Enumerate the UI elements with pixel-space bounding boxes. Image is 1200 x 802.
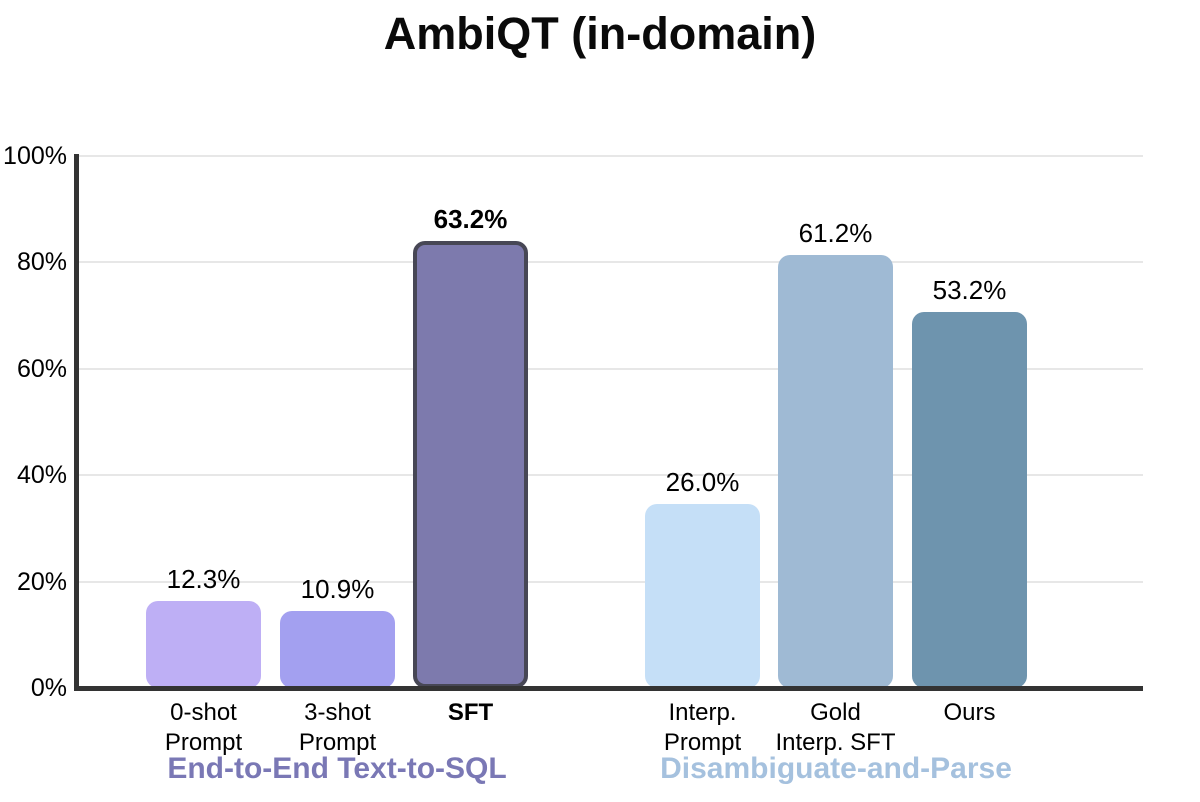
y-tick-label-0: 0% <box>30 674 67 702</box>
bar-group-item-sft: 63.2% <box>413 156 528 688</box>
y-tick-label-40: 40% <box>16 461 67 490</box>
value-label: 26.0% <box>665 467 740 497</box>
group-label-end-to-end-text-to-sql: End-to-End Text-to-SQL <box>167 752 507 785</box>
bar-interp-prompt <box>645 504 760 688</box>
value-label: 10.9% <box>300 574 375 604</box>
x-tick-label-gold-interp-sft: Gold Interp. SFT <box>775 699 896 756</box>
bar-sft <box>413 241 528 688</box>
x-tick-label-ours: Ours <box>943 699 996 726</box>
bar-3-shot-prompt <box>280 611 395 688</box>
bar-ours <box>912 312 1027 688</box>
value-label: 61.2% <box>798 218 873 248</box>
x-tick-label-3-shot-prompt: 3-shot Prompt <box>298 699 377 756</box>
value-label: 12.3% <box>166 564 241 594</box>
x-tick-label-0-shot-prompt: 0-shot Prompt <box>164 699 243 756</box>
bar-group-item-3-shot-prompt: 10.9% <box>280 156 395 688</box>
bar-0-shot-prompt <box>146 601 261 688</box>
y-tick-label-80: 80% <box>16 248 67 277</box>
value-label: 53.2% <box>932 275 1007 305</box>
bar-group-item-interp-prompt: 26.0% <box>645 156 760 688</box>
bar-group-item-ours: 53.2% <box>912 156 1027 688</box>
bar-group-item-gold-interp-sft: 61.2% <box>778 156 893 688</box>
y-tick-label-100: 100% <box>3 142 67 170</box>
y-tick-label-60: 60% <box>16 354 67 383</box>
x-tick-label-interp-prompt: Interp. Prompt <box>663 699 742 756</box>
bar-group-item-0-shot-prompt: 12.3% <box>146 156 261 688</box>
plot-area: 0% 20% 40% 60% 80% 100% 12.3% 0-shot Prompt 10.9… <box>3 142 1143 785</box>
x-tick-label-sft: SFT <box>447 699 494 726</box>
chart-title: AmbiQT (in-domain) <box>383 8 817 59</box>
y-axis-line <box>74 154 79 691</box>
x-axis-line <box>74 686 1143 691</box>
bar-gold-interp-sft <box>778 255 893 688</box>
group-label-disambiguate-and-parse: Disambiguate-and-Parse <box>660 752 1012 785</box>
value-label: 63.2% <box>433 204 508 234</box>
y-tick-label-20: 20% <box>16 567 67 596</box>
